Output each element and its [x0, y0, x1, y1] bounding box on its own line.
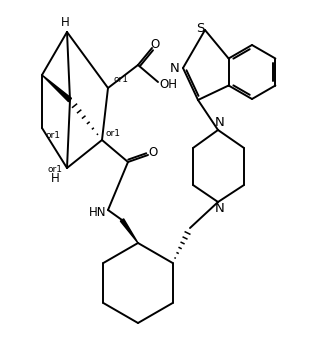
Text: HN: HN: [89, 205, 107, 219]
Text: S: S: [196, 21, 204, 34]
Text: or1: or1: [47, 166, 62, 174]
Text: N: N: [170, 62, 180, 74]
Text: O: O: [149, 147, 158, 159]
Polygon shape: [120, 219, 138, 243]
Text: O: O: [150, 38, 160, 51]
Text: or1: or1: [45, 132, 60, 140]
Text: OH: OH: [159, 78, 177, 90]
Text: N: N: [215, 117, 225, 130]
Text: or1: or1: [105, 130, 120, 138]
Text: or1: or1: [113, 75, 128, 85]
Polygon shape: [42, 75, 72, 102]
Text: H: H: [51, 171, 59, 185]
Text: H: H: [61, 16, 69, 29]
Text: N: N: [215, 203, 225, 216]
